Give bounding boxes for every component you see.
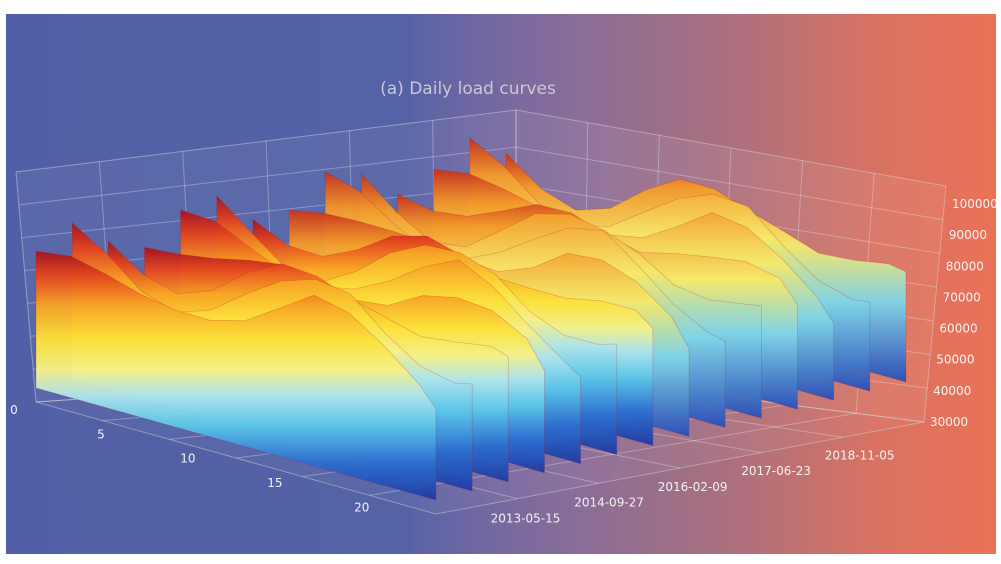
load-tick-label: 70000 (943, 290, 981, 304)
load-tick-label: 90000 (949, 228, 987, 242)
chart-background: (a) Daily load curves 0 5 10 15 20 2013-05-1… (6, 14, 996, 554)
hour-axis-ticks: 0 5 10 15 20 (10, 403, 369, 514)
surface-ridge-0 (35, 250, 437, 501)
load-tick-label: 80000 (946, 259, 984, 273)
load-tick-label: 30000 (930, 415, 968, 429)
hour-tick-label: 20 (354, 500, 369, 514)
date-tick-label: 2014-09-27 (574, 496, 644, 510)
date-tick-label: 2016-02-09 (658, 480, 728, 494)
chart-title: (a) Daily load curves (380, 79, 556, 99)
hour-tick-label: 10 (180, 452, 195, 466)
load-axis-ticks: 30000 40000 50000 60000 70000 80000 90000 10000… (930, 197, 996, 429)
load-tick-label: 50000 (936, 353, 974, 367)
load-tick-label: 40000 (933, 384, 971, 398)
load-tick-label: 100000 (952, 197, 996, 211)
hour-tick-label: 15 (267, 476, 282, 490)
date-tick-label: 2017-06-23 (741, 464, 811, 478)
hour-tick-label: 0 (10, 403, 18, 417)
load-tick-label: 60000 (939, 322, 977, 336)
date-axis-ticks: 2013-05-15 2014-09-27 2016-02-09 2017-06-23… (491, 448, 895, 525)
hour-tick-label: 5 (97, 427, 105, 441)
load-surface (35, 137, 907, 501)
daily-load-surface-chart: (a) Daily load curves 0 5 10 15 20 2013-05-1… (10, 79, 996, 525)
date-tick-label: 2018-11-05 (825, 448, 895, 462)
date-tick-label: 2013-05-15 (491, 511, 561, 525)
